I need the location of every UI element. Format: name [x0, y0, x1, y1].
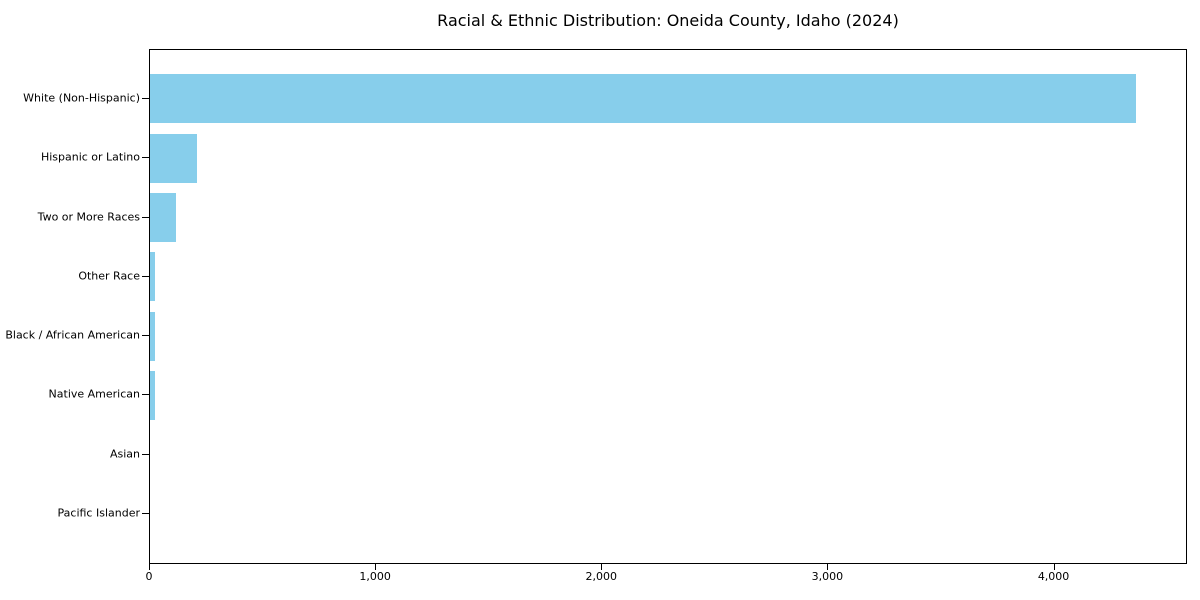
y-tick-mark — [142, 97, 149, 99]
x-tick-mark — [601, 564, 603, 570]
y-tick-label: Other Race — [78, 269, 140, 283]
bar — [150, 74, 1137, 124]
y-tick-mark — [142, 335, 149, 337]
y-tick-mark — [142, 513, 149, 514]
y-tick-label: White (Non-Hispanic) — [23, 91, 140, 105]
x-tick-mark — [1053, 564, 1055, 570]
plot-area — [149, 49, 1187, 564]
y-tick-label: Black / African American — [5, 328, 140, 342]
bar — [150, 193, 176, 242]
x-tick-mark — [827, 564, 829, 570]
x-tick-label: 2,000 — [585, 570, 618, 583]
bar — [150, 133, 198, 183]
y-tick-label: Hispanic or Latino — [40, 150, 140, 164]
y-tick-mark — [142, 275, 149, 277]
x-tick-mark — [375, 564, 377, 570]
y-tick-label: Asian — [109, 447, 140, 461]
y-tick-label: Native American — [48, 387, 140, 401]
x-tick-mark — [149, 564, 150, 570]
y-tick-mark — [142, 394, 149, 396]
bar — [150, 252, 156, 302]
y-tick-mark — [142, 216, 149, 218]
x-tick-label: 1,000 — [359, 570, 391, 583]
bar — [150, 311, 156, 361]
x-tick-label: 0 — [145, 570, 153, 583]
y-tick-mark — [142, 157, 149, 159]
y-tick-mark — [142, 453, 149, 455]
bar — [150, 370, 155, 420]
x-tick-label: 4,000 — [1037, 570, 1070, 583]
y-tick-label: Pacific Islander — [57, 506, 140, 520]
chart-title: Racial & Ethnic Distribution: Oneida Cou… — [437, 11, 899, 30]
x-tick-label: 3,000 — [811, 570, 844, 583]
y-tick-label: Two or More Races — [37, 210, 140, 223]
